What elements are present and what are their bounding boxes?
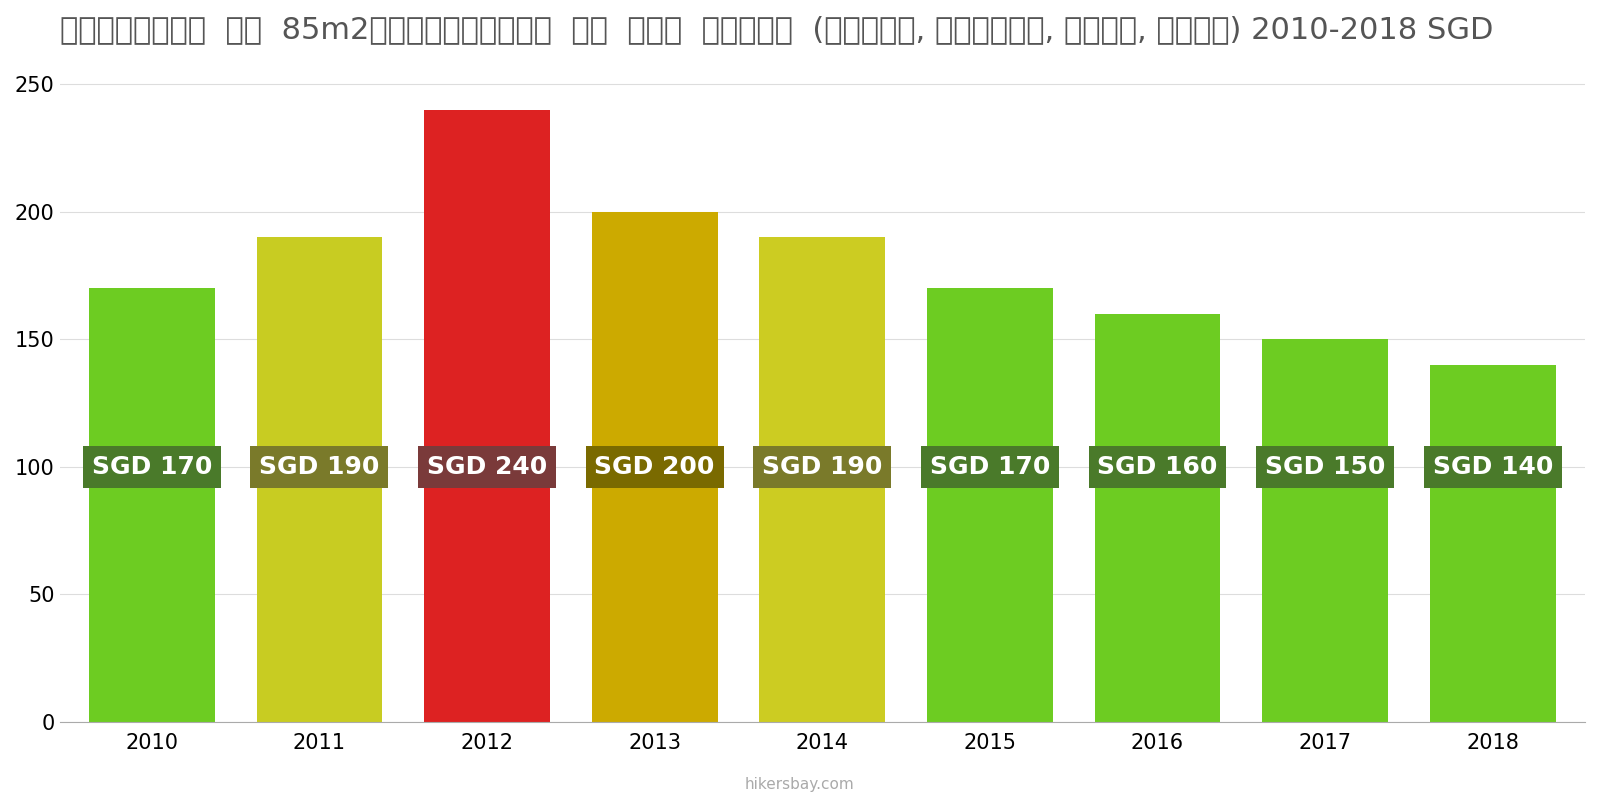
Bar: [760, 238, 885, 722]
Bar: [1094, 314, 1221, 722]
Text: SGD 190: SGD 190: [259, 455, 379, 479]
Bar: [256, 238, 382, 722]
Bar: [90, 288, 214, 722]
Text: hikersbay.com: hikersbay.com: [746, 777, 854, 791]
Text: SGD 190: SGD 190: [762, 455, 883, 479]
Text: SGD 170: SGD 170: [930, 455, 1050, 479]
Text: SGD 240: SGD 240: [427, 455, 547, 479]
Text: SGD 200: SGD 200: [595, 455, 715, 479]
Bar: [1430, 365, 1555, 722]
Bar: [424, 110, 550, 722]
Bar: [1262, 339, 1389, 722]
Text: सिंगापुर  एक  85m2अपार्टमेंट  के  लिए  शुल्क  (बिजली, हीटिंग, पानी, कचरा) 2010-2: सिंगापुर एक 85m2अपार्टमेंट के लिए शुल्क …: [59, 15, 1493, 44]
Text: SGD 150: SGD 150: [1266, 455, 1386, 479]
Text: SGD 140: SGD 140: [1432, 455, 1554, 479]
Bar: [592, 212, 717, 722]
Bar: [926, 288, 1053, 722]
Text: SGD 160: SGD 160: [1098, 455, 1218, 479]
Text: SGD 170: SGD 170: [91, 455, 211, 479]
